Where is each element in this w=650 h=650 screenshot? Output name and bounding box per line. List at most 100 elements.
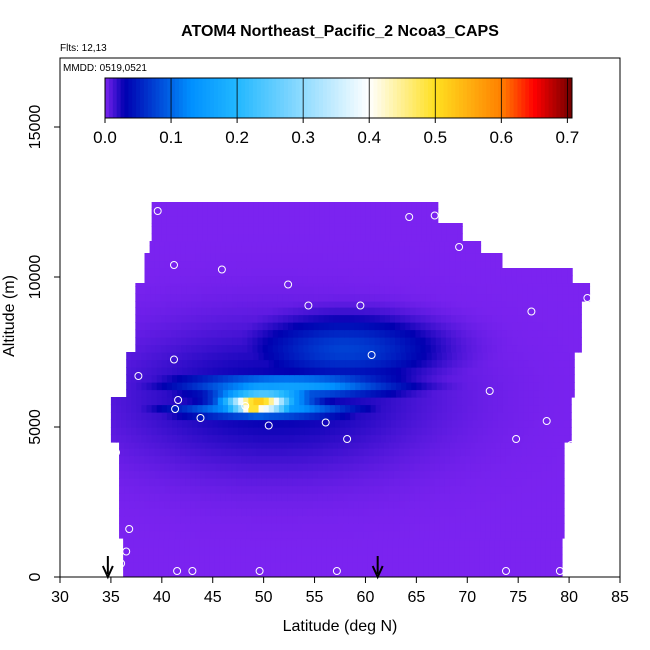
- heatmap-cell: [131, 397, 137, 406]
- heatmap-cell: [409, 260, 415, 269]
- heatmap-cell: [419, 455, 426, 464]
- heatmap-cell: [205, 241, 212, 247]
- heatmap-cell: [177, 226, 183, 235]
- heatmap-cell: [306, 547, 313, 556]
- heatmap-cell: [186, 293, 192, 302]
- heatmap-cell: [410, 301, 416, 308]
- heatmap-cell: [276, 448, 283, 457]
- heatmap-cell: [303, 329, 310, 338]
- heatmap-cell: [306, 569, 313, 577]
- heatmap-cell: [410, 314, 416, 323]
- heatmap-cell: [459, 554, 465, 563]
- heatmap-cell: [134, 455, 141, 464]
- heatmap-cell: [573, 293, 579, 302]
- heatmap-cell: [551, 455, 558, 464]
- heatmap-cell: [355, 419, 361, 428]
- heatmap-cell: [455, 275, 461, 284]
- heatmap-cell: [271, 515, 278, 524]
- heatmap-cell: [340, 434, 346, 443]
- heatmap-cell: [268, 215, 275, 224]
- heatmap-cell: [460, 478, 466, 487]
- heatmap-cell: [231, 448, 237, 457]
- heatmap-cell: [176, 329, 182, 338]
- heatmap-cell: [131, 389, 137, 398]
- heatmap-cell: [475, 442, 482, 449]
- sample-point: [153, 207, 162, 215]
- heatmap-cell: [141, 352, 148, 361]
- sample-point: [196, 414, 205, 422]
- heatmap-cell: [322, 455, 329, 464]
- x-tick-label: 35: [102, 589, 120, 606]
- heatmap-cell: [485, 500, 492, 509]
- heatmap-cell: [465, 253, 471, 262]
- heatmap-cell: [462, 412, 468, 421]
- heatmap-cell: [287, 485, 293, 494]
- heatmap-cell: [411, 359, 417, 368]
- heatmap-cell: [191, 286, 198, 295]
- heatmap-cell: [502, 404, 509, 413]
- heatmap-cell: [345, 434, 351, 443]
- heatmap-cell: [233, 352, 239, 361]
- heatmap-cell: [184, 538, 190, 541]
- heatmap-cell: [212, 215, 219, 224]
- sample-point: [332, 567, 341, 575]
- heatmap-cell: [496, 283, 503, 287]
- heatmap-cell: [184, 554, 190, 563]
- heatmap-cell: [546, 442, 553, 449]
- heatmap-cell: [169, 470, 176, 479]
- heatmap-cell: [168, 554, 175, 563]
- heatmap-cell: [365, 419, 372, 428]
- heatmap-cell: [409, 523, 415, 532]
- heatmap-cell: [217, 382, 224, 391]
- heatmap-cell: [562, 314, 569, 323]
- heatmap-cell: [160, 286, 167, 295]
- heatmap-cell: [281, 470, 288, 479]
- heatmap-cell: [345, 223, 351, 227]
- heatmap-cell: [202, 208, 209, 217]
- heatmap-cell: [436, 352, 443, 361]
- heatmap-cell: [317, 268, 324, 277]
- heatmap-cell: [428, 539, 435, 548]
- heatmap-cell: [286, 539, 292, 548]
- heatmap-cell: [224, 569, 231, 577]
- heatmap-cell: [317, 530, 324, 539]
- heatmap-cell: [237, 283, 243, 287]
- heatmap-cell: [497, 434, 504, 443]
- heatmap-cell: [332, 245, 339, 254]
- heatmap-cell: [365, 389, 372, 398]
- heatmap-cell: [368, 530, 375, 539]
- heatmap-cell: [119, 448, 125, 457]
- heatmap-cell: [536, 455, 543, 464]
- heatmap-cell: [424, 268, 431, 277]
- heatmap-cell: [414, 500, 421, 509]
- heatmap-cell: [280, 547, 287, 556]
- heatmap-cell: [517, 344, 523, 353]
- heatmap-cell: [350, 233, 356, 242]
- heatmap-cell: [345, 427, 351, 436]
- heatmap-cell: [369, 301, 376, 308]
- heatmap-cell: [409, 241, 415, 247]
- colorbar-segment: [377, 78, 382, 118]
- heatmap-cell: [526, 530, 533, 539]
- heatmap-cell: [490, 442, 497, 449]
- heatmap-cell: [141, 367, 148, 376]
- heatmap-cell: [401, 208, 407, 217]
- heatmap-cell: [319, 382, 326, 391]
- sample-point: [430, 211, 439, 220]
- heatmap-cell: [396, 389, 402, 398]
- heatmap-cell: [444, 463, 451, 472]
- heatmap-cell: [324, 382, 331, 391]
- colorbar-segment: [319, 78, 324, 118]
- heatmap-cell: [414, 275, 421, 284]
- heatmap-cell: [329, 208, 336, 217]
- heatmap-cell: [508, 359, 514, 368]
- heatmap-cell: [343, 268, 349, 277]
- heatmap-cell: [387, 547, 394, 556]
- heatmap-cell: [260, 554, 267, 563]
- heatmap-cell: [363, 478, 370, 487]
- heatmap-cell: [385, 389, 392, 398]
- heatmap-cell: [329, 202, 336, 209]
- heatmap-cell: [161, 419, 168, 428]
- heatmap-cell: [194, 539, 201, 548]
- heatmap-cell: [368, 508, 375, 517]
